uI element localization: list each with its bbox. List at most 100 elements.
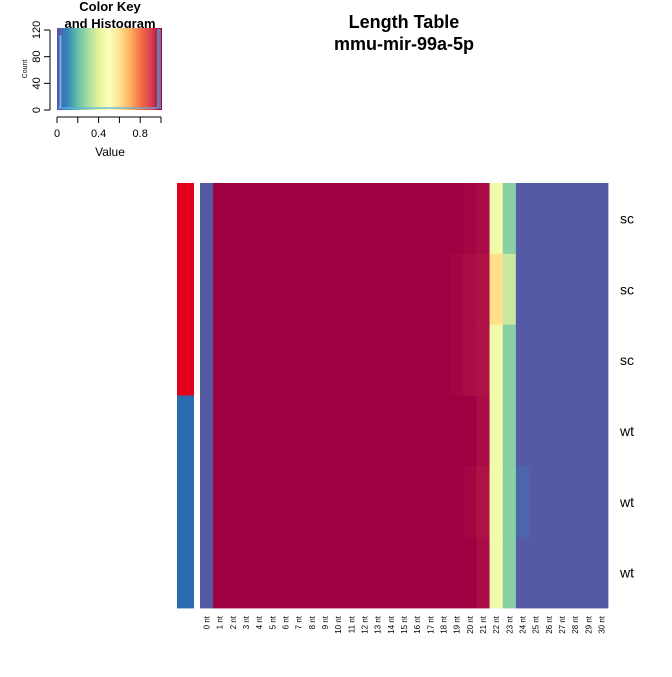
heatmap-cell xyxy=(529,324,543,396)
heatmap-cell xyxy=(542,466,556,538)
heatmap-cell xyxy=(529,253,543,326)
heatmap-cell xyxy=(265,253,280,326)
heatmap-cell xyxy=(436,183,451,255)
heatmap-cell xyxy=(357,466,372,538)
column-label: 26 nt xyxy=(545,615,554,634)
heatmap-cell xyxy=(581,395,596,467)
row-side-color xyxy=(177,324,194,396)
column-labels: 0 nt 1 nt 2 nt 3 nt 4 nt 5 nt 6 nt 7 nt 8 nt 9 nt… xyxy=(203,615,607,634)
heatmap-cell xyxy=(568,324,583,396)
heatmap-cell xyxy=(594,466,609,538)
heatmap-cell xyxy=(476,395,490,467)
heatmap-cell xyxy=(318,253,333,326)
heatmap-cell xyxy=(568,466,583,538)
heatmap-cell xyxy=(292,253,306,326)
heatmap-cell xyxy=(502,183,517,255)
heatmap-cell xyxy=(213,395,227,467)
heatmap-cell xyxy=(292,395,306,467)
heatmap-cell xyxy=(200,183,214,255)
key-x-tick-label: 0 xyxy=(54,128,60,140)
heatmap-cell xyxy=(344,324,359,396)
heatmap-cell xyxy=(594,537,609,609)
row-side-color xyxy=(177,537,194,609)
heatmap-cell xyxy=(410,395,425,467)
heatmap-cell xyxy=(397,253,411,326)
heatmap-cell xyxy=(397,466,411,538)
heatmap-cell xyxy=(436,324,451,396)
row-label: sc xyxy=(620,281,634,297)
heatmap-cell xyxy=(371,537,385,609)
heatmap-cell xyxy=(292,183,306,255)
column-label: 10 nt xyxy=(334,615,343,634)
row-label: wt xyxy=(619,423,634,439)
heatmap-cell xyxy=(226,537,240,609)
heatmap-cell xyxy=(436,466,451,538)
row-side-color xyxy=(177,466,194,538)
heatmap-cell xyxy=(318,183,333,255)
heatmap-cell xyxy=(265,466,280,538)
heatmap-cell xyxy=(344,537,359,609)
heatmap-cell xyxy=(594,183,609,255)
column-label: 17 nt xyxy=(426,615,435,634)
row-labels: sc sc sc wt wt wt xyxy=(619,210,634,580)
heatmap-cell xyxy=(594,253,609,326)
heatmap-cell xyxy=(515,466,530,538)
column-label: 12 nt xyxy=(361,615,370,634)
heatmap-cell xyxy=(331,537,346,609)
heatmap-cell xyxy=(489,253,504,326)
heatmap-cell xyxy=(226,183,240,255)
heatmap-cell xyxy=(331,395,346,467)
heatmap-cell xyxy=(502,537,517,609)
heatmap-cell xyxy=(515,183,530,255)
heatmap-cell xyxy=(594,324,609,396)
heatmap-cell xyxy=(357,324,372,396)
heatmap-cell xyxy=(252,253,267,326)
column-label: 14 nt xyxy=(387,615,396,634)
heatmap-cell xyxy=(265,183,280,255)
column-label: 2 nt xyxy=(229,615,238,629)
heatmap-cell xyxy=(568,537,583,609)
heatmap-cell xyxy=(213,253,227,326)
heatmap-cell xyxy=(213,183,227,255)
heatmap-cell xyxy=(423,395,438,467)
heatmap-cell xyxy=(384,466,398,538)
heatmap-cell xyxy=(344,183,359,255)
column-label: 28 nt xyxy=(571,615,580,634)
heatmap-cell xyxy=(463,253,477,326)
heatmap-cell xyxy=(594,395,609,467)
row-side-color xyxy=(177,395,194,467)
heatmap-cell xyxy=(476,183,490,255)
key-y-tick-label: 80 xyxy=(31,51,43,63)
heatmap-cell xyxy=(581,253,596,326)
heatmap-cell xyxy=(463,466,477,538)
chart-title-line1: Length Table xyxy=(349,12,460,32)
heatmap-cell xyxy=(542,537,556,609)
heatmap-cell xyxy=(463,395,477,467)
heatmap-cell xyxy=(502,466,517,538)
heatmap-cell xyxy=(397,395,411,467)
heatmap-cell xyxy=(252,395,267,467)
row-side-colors xyxy=(177,183,194,609)
heatmap-cell xyxy=(213,324,227,396)
heatmap-cell xyxy=(568,183,583,255)
heatmap-cell xyxy=(529,183,543,255)
heatmap-cell xyxy=(450,253,464,326)
heatmap-cell xyxy=(529,537,543,609)
heatmap-cell xyxy=(239,466,254,538)
row-label: sc xyxy=(620,210,634,226)
heatmap-cell xyxy=(410,183,425,255)
heatmap-cell xyxy=(581,324,596,396)
heatmap-cell xyxy=(542,395,556,467)
heatmap-cell xyxy=(410,466,425,538)
heatmap-cell xyxy=(410,324,425,396)
heatmap-cell xyxy=(555,183,569,255)
heatmap-cell xyxy=(515,324,530,396)
column-label: 23 nt xyxy=(505,615,514,634)
heatmap-cell xyxy=(357,183,372,255)
heatmap-cell xyxy=(213,537,227,609)
color-key-ylabel: Count xyxy=(22,60,29,79)
heatmap-cell xyxy=(555,395,569,467)
heatmap-cell xyxy=(450,324,464,396)
heatmap-cell xyxy=(226,395,240,467)
heatmap-cell xyxy=(529,395,543,467)
